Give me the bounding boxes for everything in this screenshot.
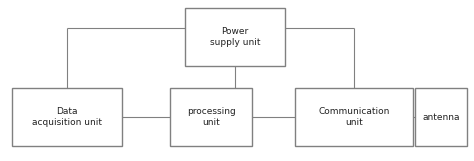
Text: Data
acquisition unit: Data acquisition unit	[32, 107, 102, 127]
FancyBboxPatch shape	[295, 88, 413, 146]
FancyBboxPatch shape	[185, 8, 285, 66]
FancyBboxPatch shape	[170, 88, 252, 146]
Text: processing
unit: processing unit	[187, 107, 236, 127]
Text: Power
supply unit: Power supply unit	[210, 27, 260, 47]
Text: Communication
unit: Communication unit	[319, 107, 390, 127]
Text: antenna: antenna	[422, 113, 460, 122]
FancyBboxPatch shape	[415, 88, 467, 146]
FancyBboxPatch shape	[12, 88, 122, 146]
